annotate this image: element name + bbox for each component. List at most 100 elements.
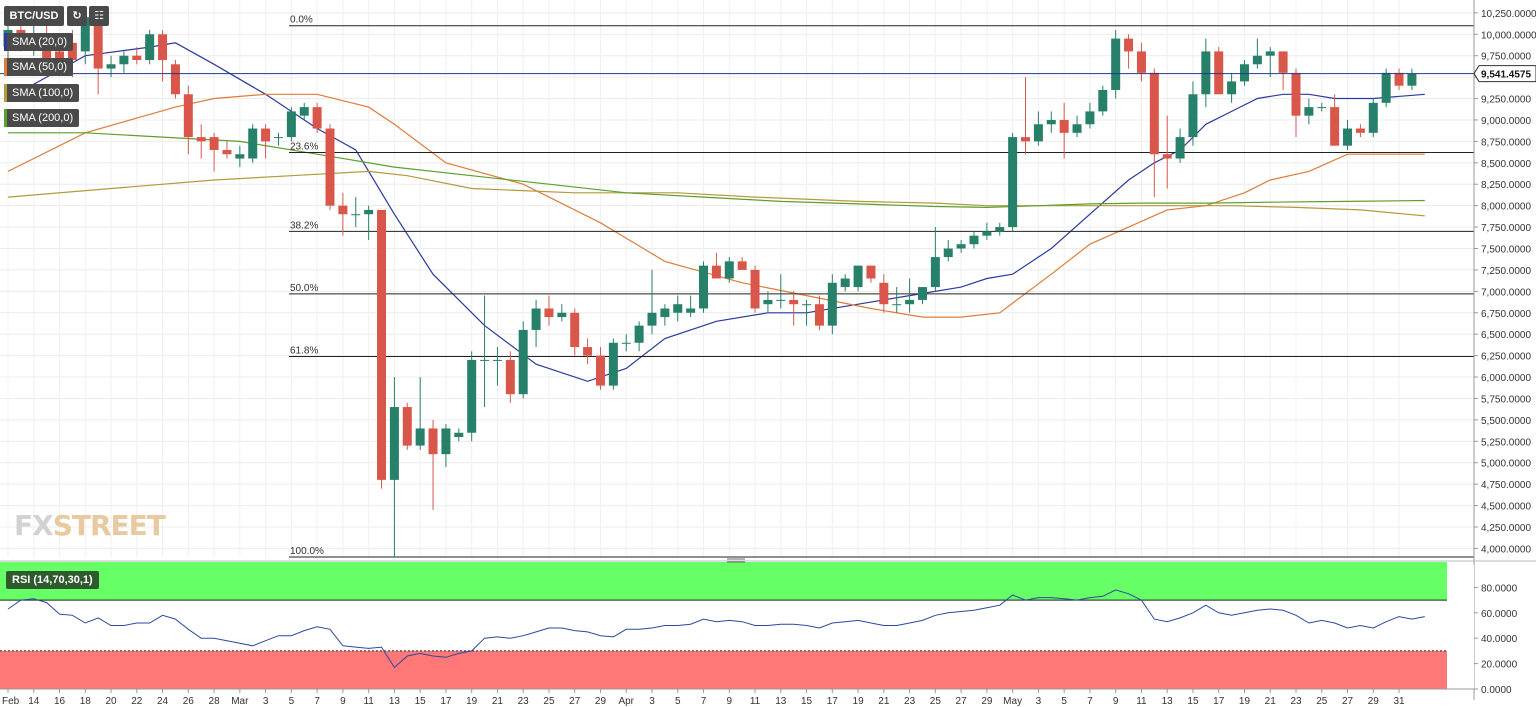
rsi-line — [7, 589, 1425, 669]
x-tick-label: 13 — [1162, 696, 1174, 707]
x-tick-label: 23 — [904, 696, 916, 707]
candle-body — [1085, 111, 1095, 125]
candle-body — [480, 359, 490, 361]
y-tick-label: 10,250.0000 — [1481, 9, 1536, 20]
candle-body — [1008, 137, 1018, 228]
candle-body — [80, 17, 90, 52]
candle-body — [273, 137, 283, 139]
candle-body — [67, 42, 77, 60]
y-tick-label: 5,000.0000 — [1481, 459, 1531, 470]
candle-body — [1046, 119, 1056, 125]
x-tick-label: 19 — [1239, 696, 1251, 707]
candle-body — [557, 312, 567, 318]
x-tick-label: 16 — [54, 696, 66, 707]
candle-body — [1188, 94, 1198, 138]
y-tick-label: 5,500.0000 — [1481, 416, 1531, 427]
candle-body — [1304, 107, 1314, 116]
candle-body — [235, 154, 245, 159]
legend-sma-50[interactable]: SMA (50,0) — [4, 58, 74, 76]
x-tick-label: 19 — [466, 696, 478, 707]
rsi-y-tick-label: 40.0000 — [1481, 634, 1518, 645]
legend-sma-100[interactable]: SMA (100,0) — [4, 84, 80, 102]
x-tick-label: 25 — [543, 696, 555, 707]
x-tick-label: 28 — [209, 696, 221, 707]
y-tick-label: 7,000.0000 — [1481, 287, 1531, 298]
y-tick-label: 7,500.0000 — [1481, 245, 1531, 256]
x-tick-label: 5 — [1061, 696, 1067, 707]
candle-body — [312, 107, 322, 129]
x-tick-label: 27 — [1342, 696, 1354, 707]
candle-body — [1136, 51, 1146, 73]
y-tick-label: 6,000.0000 — [1481, 373, 1531, 384]
refresh-button[interactable]: ↻ — [67, 6, 87, 26]
candle-body — [737, 261, 747, 270]
legend-sma-20[interactable]: SMA (20,0) — [4, 33, 74, 51]
fib-label: 0.0% — [290, 15, 313, 26]
x-tick-label: 15 — [415, 696, 427, 707]
logo-suffix: STREET — [52, 509, 166, 542]
candle-body — [763, 299, 773, 305]
candle-body — [1098, 89, 1108, 112]
candle-body — [583, 347, 593, 356]
candle-body — [905, 299, 915, 305]
legend-sma-200[interactable]: SMA (200,0) — [4, 109, 80, 127]
fib-label: 50.0% — [290, 283, 318, 294]
pane-divider[interactable] — [0, 558, 1536, 563]
legend-rsi[interactable]: RSI (14,70,30,1) — [6, 571, 99, 589]
x-tick-label: 21 — [492, 696, 504, 707]
x-tick-label: 13 — [389, 696, 401, 707]
rsi-y-tick-label: 80.0000 — [1481, 583, 1518, 594]
rsi-oversold-zone — [0, 650, 1447, 689]
x-tick-label: 17 — [1213, 696, 1225, 707]
time-axis[interactable]: Feb 14 16 18 20 22 24 26 28 Mar 3 5 7 9 11 13 15 17 19 21 23… — [0, 688, 1474, 707]
x-tick-label: 15 — [1187, 696, 1199, 707]
y-tick-label: 10,000.0000 — [1481, 30, 1536, 41]
symbol-button[interactable]: BTC/USD — [4, 6, 64, 26]
fib-label: 100.0% — [290, 546, 324, 557]
candle-body — [325, 128, 335, 206]
candle-body — [750, 269, 760, 309]
indicators-button[interactable]: ☷ — [89, 6, 109, 26]
candle-body — [1394, 72, 1404, 86]
fxstreet-logo: FXSTREET — [14, 509, 166, 542]
candle-body — [415, 428, 425, 446]
candle-body — [1278, 51, 1288, 73]
y-tick-label: 9,750.0000 — [1481, 52, 1531, 63]
y-tick-label: 6,500.0000 — [1481, 330, 1531, 341]
candle-body — [492, 359, 502, 361]
candle-body — [956, 244, 966, 249]
x-tick-label: 9 — [1113, 696, 1119, 707]
candle-body — [544, 308, 554, 318]
candle-body — [1407, 73, 1417, 86]
candle-body — [1239, 64, 1249, 82]
y-tick-label: 9,000.0000 — [1481, 116, 1531, 127]
x-tick-label: 14 — [28, 696, 40, 707]
candle-body — [853, 265, 863, 288]
x-tick-label: 3 — [649, 696, 655, 707]
fib-label: 61.8% — [290, 345, 318, 356]
candle-body — [119, 55, 129, 65]
candle-body — [917, 287, 927, 300]
candle-body — [660, 308, 670, 318]
x-tick-label: May — [1003, 696, 1022, 707]
candle-body — [827, 282, 837, 326]
price-tag — [1473, 65, 1536, 83]
candle-body — [351, 214, 361, 216]
candle-body — [441, 428, 451, 455]
y-tick-label: 8,750.0000 — [1481, 137, 1531, 148]
candle-body — [1033, 124, 1043, 142]
candle-body — [699, 265, 709, 309]
candle-body — [183, 94, 193, 138]
candle-body — [1381, 72, 1391, 103]
x-tick-label: 11 — [1136, 696, 1147, 707]
candle-body — [1330, 107, 1340, 146]
x-tick-label: 21 — [878, 696, 890, 707]
x-tick-label: 24 — [157, 696, 169, 707]
candle-body — [634, 325, 644, 343]
y-tick-label: 7,250.0000 — [1481, 266, 1531, 277]
candle-body — [1227, 81, 1237, 95]
candle-body — [158, 34, 168, 60]
x-tick-label: 7 — [701, 696, 707, 707]
candle-body — [364, 209, 374, 215]
